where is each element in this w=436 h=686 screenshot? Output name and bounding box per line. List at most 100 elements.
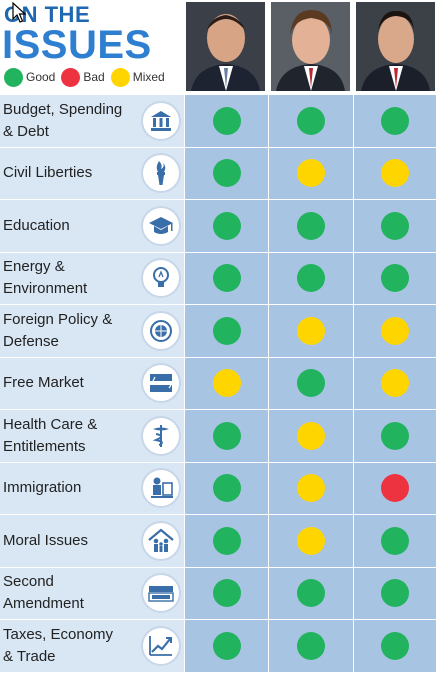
rating-good-dot — [212, 316, 241, 345]
issue-label: Immigration — [3, 479, 82, 497]
rating-cell-candidate-2 — [268, 410, 353, 462]
supply-demand-icon — [141, 363, 181, 404]
rating-good-dot — [381, 579, 409, 608]
rating-cell-candidate-1 — [184, 200, 268, 252]
issue-label-cell: Foreign Policy & Defense — [0, 305, 184, 357]
rating-good-dot — [381, 106, 409, 135]
rating-cell-candidate-1 — [184, 462, 268, 514]
issue-label-cell: Energy & Environment — [0, 252, 184, 304]
legend-bad: Bad — [61, 67, 105, 87]
rating-good-dot — [212, 106, 241, 135]
rating-good-dot — [297, 369, 325, 398]
issue-row: Immigration — [0, 462, 436, 515]
issue-label: Health Care & Entitlements — [3, 415, 98, 455]
rating-cell-candidate-3 — [353, 200, 436, 252]
rating-mixed-dot — [297, 474, 325, 503]
issue-label-cell: Taxes, Economy & Trade — [0, 620, 184, 672]
rating-good-dot — [212, 526, 241, 555]
lightbulb-icon — [141, 258, 181, 299]
logo-title-line2: ISSUES — [2, 23, 152, 67]
legend: Good Bad Mixed — [4, 66, 171, 88]
rating-good-dot — [381, 421, 409, 450]
rating-cell-candidate-2 — [268, 200, 353, 252]
rating-mixed-dot — [212, 369, 241, 398]
candidate-3-photo — [356, 2, 435, 91]
rating-cell-candidate-1 — [184, 410, 268, 462]
rating-good-dot — [381, 631, 409, 660]
legend-mixed-label: Mixed — [132, 70, 165, 84]
rating-good-dot — [212, 159, 241, 188]
legend-good-label: Good — [26, 70, 56, 84]
rating-cell-candidate-1 — [184, 620, 268, 672]
mixed-dot-icon — [110, 67, 130, 87]
issue-label: Free Market — [3, 374, 84, 392]
mouse-cursor-icon — [12, 2, 26, 23]
rating-cell-candidate-2 — [268, 252, 353, 304]
issue-row: Second Amendment — [0, 567, 436, 620]
rating-cell-candidate-1 — [184, 252, 268, 304]
header: ON THE ISSUES Good Bad Mixed — [0, 0, 436, 95]
rating-cell-candidate-3 — [353, 567, 436, 619]
issue-row: Foreign Policy & Defense — [0, 305, 436, 358]
rating-cell-candidate-2 — [268, 462, 353, 514]
rating-cell-candidate-3 — [353, 357, 436, 409]
rating-cell-candidate-2 — [268, 357, 353, 409]
rating-bad-dot — [381, 474, 409, 503]
issue-row: Budget, Spending & Debt — [0, 95, 436, 148]
issue-label-cell: Civil Liberties — [0, 147, 184, 199]
candidate-1-photo — [186, 2, 265, 91]
issue-label-cell: Budget, Spending & Debt — [0, 95, 184, 147]
rating-cell-candidate-2 — [268, 620, 353, 672]
issue-label: Energy & Environment — [3, 258, 88, 298]
globe-seal-icon — [141, 310, 181, 351]
rating-mixed-dot — [297, 316, 325, 345]
rating-cell-candidate-3 — [353, 515, 436, 567]
rating-cell-candidate-1 — [184, 95, 268, 147]
family-house-icon — [141, 520, 181, 561]
rating-cell-candidate-2 — [268, 515, 353, 567]
rating-cell-candidate-1 — [184, 515, 268, 567]
rating-good-dot — [297, 106, 325, 135]
issue-label: Moral Issues — [3, 531, 89, 549]
rating-cell-candidate-3 — [353, 305, 436, 357]
rating-good-dot — [212, 579, 241, 608]
issue-label-cell: Free Market — [0, 357, 184, 409]
caduceus-icon — [141, 415, 181, 456]
rating-cell-candidate-3 — [353, 252, 436, 304]
issue-label-cell: Immigration — [0, 462, 184, 514]
rating-mixed-dot — [297, 421, 325, 450]
issue-label: Civil Liberties — [3, 164, 93, 182]
rating-mixed-dot — [381, 316, 409, 345]
rating-good-dot — [381, 264, 409, 293]
issue-row: Moral Issues — [0, 515, 436, 568]
torch-icon — [141, 153, 181, 194]
rating-cell-candidate-3 — [353, 95, 436, 147]
rating-good-dot — [381, 211, 409, 240]
rating-good-dot — [297, 264, 325, 293]
legend-good: Good — [4, 67, 56, 87]
issue-label: Second Amendment — [3, 573, 84, 613]
rating-mixed-dot — [381, 159, 409, 188]
bank-icon — [141, 100, 181, 141]
issue-label-cell: Health Care & Entitlements — [0, 410, 184, 462]
issue-label-cell: Moral Issues — [0, 515, 184, 567]
rating-cell-candidate-1 — [184, 357, 268, 409]
rating-cell-candidate-1 — [184, 147, 268, 199]
graduation-cap-icon — [141, 205, 181, 246]
rating-cell-candidate-3 — [353, 462, 436, 514]
rating-good-dot — [297, 211, 325, 240]
issue-row: Education — [0, 200, 436, 253]
issues-grid: Budget, Spending & Debt Civil Liberties Ed… — [0, 95, 436, 673]
rating-good-dot — [297, 579, 325, 608]
growth-chart-icon — [141, 625, 181, 666]
rating-good-dot — [381, 526, 409, 555]
issue-row: Free Market — [0, 357, 436, 410]
rating-mixed-dot — [297, 526, 325, 555]
second-amendment-icon — [141, 573, 181, 614]
rating-cell-candidate-2 — [268, 305, 353, 357]
rating-good-dot — [297, 631, 325, 660]
on-the-issues-logo: ON THE ISSUES Good Bad Mixed — [2, 2, 185, 92]
issue-label: Taxes, Economy & Trade — [3, 625, 114, 665]
rating-cell-candidate-3 — [353, 147, 436, 199]
rating-good-dot — [212, 631, 241, 660]
